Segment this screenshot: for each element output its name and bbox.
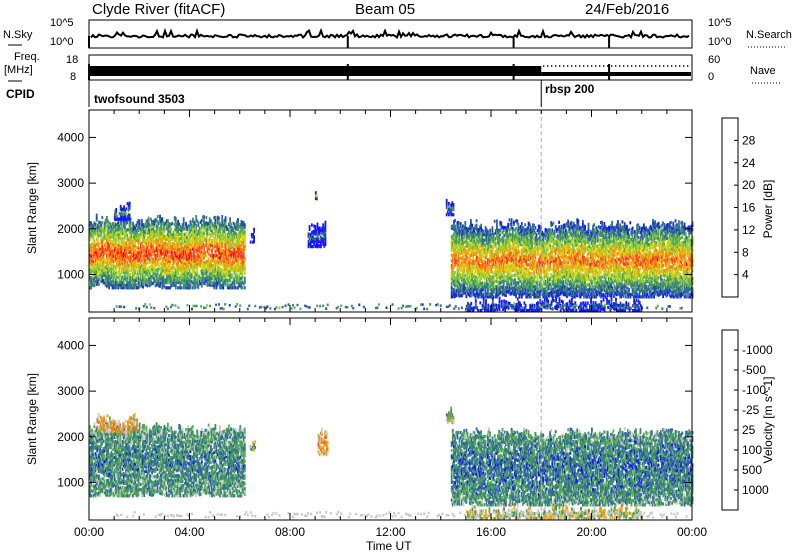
x-tick-label-0: 00:00 (74, 525, 104, 539)
power-colorbar-tick-1: 8 (742, 245, 749, 259)
power-ytick-label-1: 2000 (57, 222, 84, 236)
nsky-tick-top: 10^5 (50, 17, 74, 29)
power-colorbar-tick-5: 24 (742, 156, 756, 170)
velocity-echo-region-0 (89, 422, 246, 498)
date-title: 24/Feb/2016 (585, 1, 670, 18)
x-tick-label-6: 00:00 (677, 525, 707, 539)
nave-tick-bottom: 0 (708, 71, 715, 83)
velocity-echo-region-1 (96, 413, 138, 434)
cpid-label: CPID (6, 87, 35, 101)
nsky-frame (88, 19, 693, 49)
velocity-colorbar-frame (721, 329, 739, 511)
velocity-ytick-label-2: 3000 (57, 384, 84, 398)
velocity-colorbar-tick-5: -100 (742, 383, 766, 397)
velocity-colorbar-tick-6: -500 (742, 363, 766, 377)
nsky-tick-bottom: 10^0 (50, 36, 74, 48)
x-tick-label-1: 04:00 (174, 525, 204, 539)
freq-label: Freq. (14, 51, 40, 63)
velocity-colorbar-tick-2: 100 (742, 443, 762, 457)
velocity-echo-region-3 (317, 428, 329, 457)
velocity-ytick-label-1: 2000 (57, 430, 84, 444)
power-ytick-label-0: 1000 (57, 268, 84, 282)
power-ytick-label-2: 3000 (57, 176, 84, 190)
x-tick-label-4: 16:00 (476, 525, 506, 539)
x-tick-label-5: 20:00 (576, 525, 606, 539)
velocity-echo-region-4 (445, 406, 455, 425)
freq-unit-label: [MHz] (4, 64, 33, 76)
nsky-trace (90, 27, 690, 40)
velocity-colorbar-tick-4: -25 (742, 403, 760, 417)
power-ytick-label-3: 4000 (57, 130, 84, 144)
power-colorbar-tick-6: 28 (742, 133, 756, 147)
power-echo-region-4 (314, 191, 318, 201)
velocity-colorbar-tick-0: 1000 (742, 483, 769, 497)
freq-tick-top: 18 (66, 54, 79, 66)
nsky-label: N.Sky (3, 29, 33, 41)
velocity-colorbar-tick-3: 25 (742, 423, 756, 437)
cpid-mode-1: twofsound 3503 (94, 92, 185, 106)
nsearch-tick-bottom: 10^0 (708, 36, 732, 48)
nave-label: Nave (750, 65, 776, 77)
freq-trace-rbsp (541, 72, 691, 76)
nsearch-tick-top: 10^5 (708, 17, 732, 29)
x-tick-label-2: 08:00 (275, 525, 305, 539)
freq-tick-bottom: 8 (70, 71, 77, 83)
velocity-ytick-label-3: 4000 (57, 338, 84, 352)
velocity-ytick-label-0: 1000 (57, 476, 84, 490)
nave-tick-top: 60 (708, 54, 721, 66)
velocity-echo-layer (89, 406, 694, 521)
power-colorbar-tick-0: 4 (742, 268, 749, 282)
power-echo-region-5 (445, 198, 455, 217)
velocity-colorbar-tick-1: 500 (742, 463, 762, 477)
power-echo-region-2 (249, 227, 255, 244)
station-title: Clyde River (fitACF) (92, 1, 226, 18)
power-echo-region-3 (307, 220, 327, 249)
velocity-echo-region-2 (249, 440, 257, 452)
power-echo-region-6 (450, 218, 694, 299)
power-colorbar-tick-3: 16 (742, 201, 756, 215)
velocity-echo-region-5 (450, 427, 694, 507)
nsearch-label: N.Search (746, 29, 792, 41)
x-tick-label-3: 12:00 (375, 525, 405, 539)
power-echo-region-0 (89, 213, 246, 290)
velocity-colorbar-tick-7: -1000 (742, 343, 773, 357)
power-colorbar-tick-2: 12 (742, 223, 756, 237)
power-echo-region-1 (114, 201, 131, 221)
beam-title: Beam 05 (355, 1, 416, 18)
freq-trace-twofsound (90, 66, 542, 76)
power-colorbar-tick-4: 20 (742, 178, 756, 192)
cpid-mode-2: rbsp 200 (545, 82, 595, 96)
x-axis-label: Time UT (366, 539, 412, 553)
power-echo-layer (89, 191, 694, 313)
